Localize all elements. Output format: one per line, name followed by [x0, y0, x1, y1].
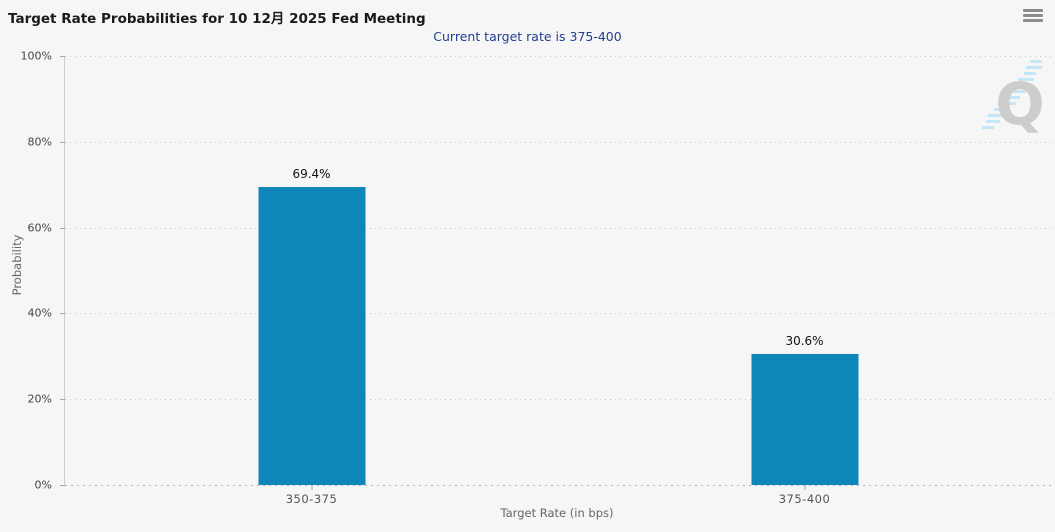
hamburger-bar — [1023, 14, 1043, 17]
y-tick-label: 20% — [27, 392, 52, 406]
bar-value-label: 30.6% — [785, 333, 824, 348]
x-axis-title: Target Rate (in bps) — [500, 506, 614, 520]
y-axis-tick — [60, 485, 65, 486]
y-axis-tick — [60, 227, 65, 229]
y-axis-title: Probability — [10, 234, 24, 296]
x-axis-tick — [311, 485, 312, 490]
y-axis-tick — [60, 56, 65, 57]
gridline — [65, 399, 1051, 401]
probability-bar[interactable] — [751, 353, 858, 485]
y-axis-tick — [60, 141, 65, 143]
y-tick-label: 40% — [27, 306, 52, 320]
y-tick-label: 60% — [27, 221, 52, 235]
y-axis-tick — [60, 399, 65, 401]
bar-value-label: 69.4% — [292, 167, 331, 182]
hamburger-bar — [1023, 9, 1043, 12]
gridline — [65, 141, 1051, 143]
chart-title: Target Rate Probabilities for 10 12月 202… — [8, 11, 426, 27]
y-axis-labels: 100% 80% 60% 40% 20% 0% — [0, 50, 58, 492]
gridline — [65, 227, 1051, 229]
y-tick-label: 80% — [27, 135, 52, 149]
probability-bar[interactable] — [258, 187, 365, 485]
x-category-label: 350-375 — [285, 492, 338, 506]
plot-area: 69.4% 350-375 30.6% 375-400 — [60, 56, 1051, 506]
quikstrike-q-watermark-icon: Q — [980, 58, 1050, 142]
y-axis-tick — [60, 313, 65, 315]
watermark-letter: Q — [995, 70, 1044, 138]
gridline — [65, 485, 1051, 486]
gridline — [65, 313, 1051, 315]
gridline — [65, 56, 1051, 57]
x-axis-tick — [804, 485, 805, 490]
y-tick-label: 100% — [20, 49, 52, 63]
x-category-label: 375-400 — [778, 492, 831, 506]
hamburger-bar — [1023, 19, 1043, 22]
y-tick-label: 0% — [34, 478, 52, 492]
watermark-dashes — [982, 60, 1042, 129]
chart-subtitle: Current target rate is 375-400 — [433, 29, 622, 44]
hamburger-menu-icon[interactable] — [1023, 9, 1043, 24]
